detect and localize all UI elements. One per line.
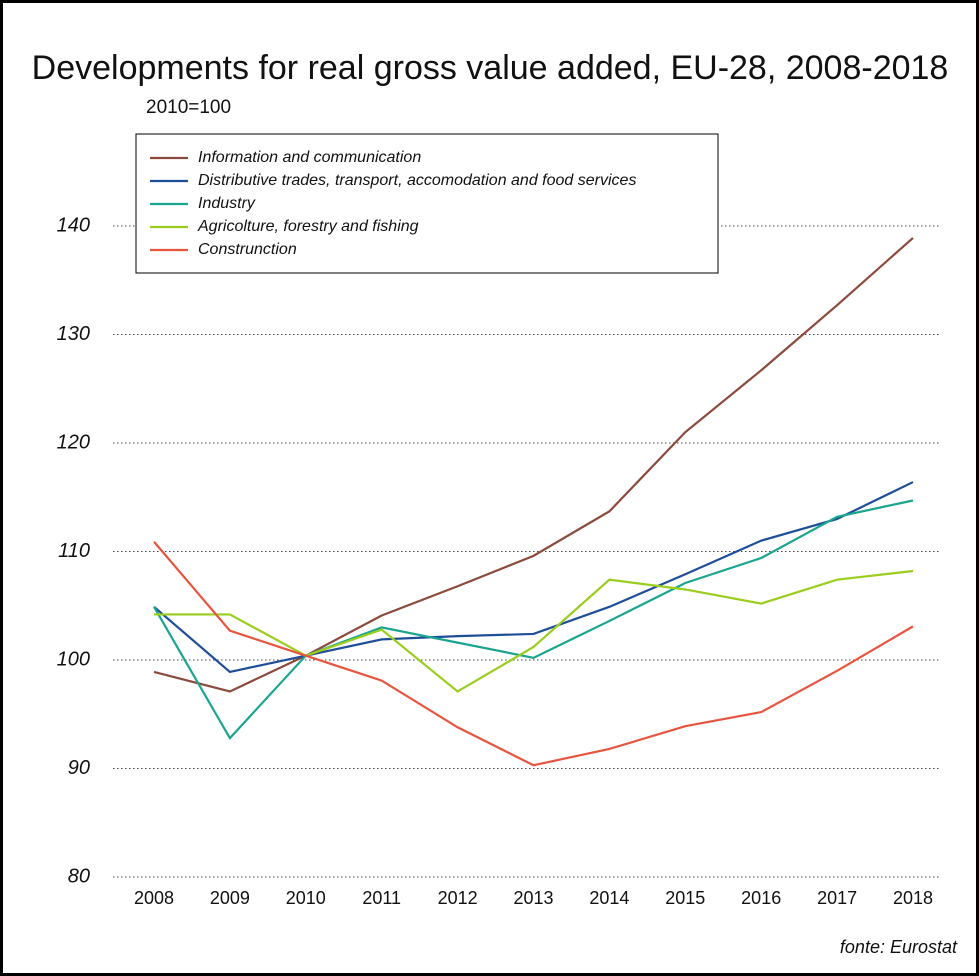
y-tick-label: 140 <box>57 214 90 236</box>
source: fonte: Eurostat <box>840 937 958 957</box>
y-tick-label: 100 <box>57 648 90 670</box>
x-tick-label: 2015 <box>665 888 705 908</box>
series-line <box>153 237 914 693</box>
y-tick-label: 130 <box>57 323 90 345</box>
y-tick-label: 90 <box>68 757 90 779</box>
legend-label: Industry <box>198 195 256 212</box>
x-tick-label: 2013 <box>513 888 553 908</box>
series-line <box>154 569 914 693</box>
series-line <box>153 499 914 740</box>
y-tick-label: 80 <box>68 865 90 887</box>
legend-label: Information and communication <box>198 149 421 166</box>
series-line <box>153 481 914 674</box>
x-tick-label: 2010 <box>286 888 326 908</box>
legend-label: Distributive trades, transport, accomoda… <box>198 172 636 189</box>
x-tick-label: 2018 <box>893 888 933 908</box>
y-tick-label: 120 <box>57 431 90 453</box>
x-tick-label: 2011 <box>362 888 401 908</box>
legend-box <box>135 133 719 274</box>
chart-subtitle: 2010=100 <box>146 97 231 118</box>
x-tick-label: 2009 <box>210 888 250 908</box>
x-tick-label: 2012 <box>438 888 478 908</box>
x-tick-label: 2016 <box>741 888 781 908</box>
legend-label: Agricolture, forestry and fishing <box>197 218 419 235</box>
legend-label: Construnction <box>198 241 297 258</box>
series-line <box>153 541 914 767</box>
x-tick-label: 2014 <box>589 888 629 908</box>
x-tick-label: 2008 <box>134 888 174 908</box>
y-tick-label: 110 <box>58 540 90 562</box>
x-tick-label: 2017 <box>817 888 857 908</box>
chart-title: Developments for real gross value added,… <box>32 49 949 87</box>
